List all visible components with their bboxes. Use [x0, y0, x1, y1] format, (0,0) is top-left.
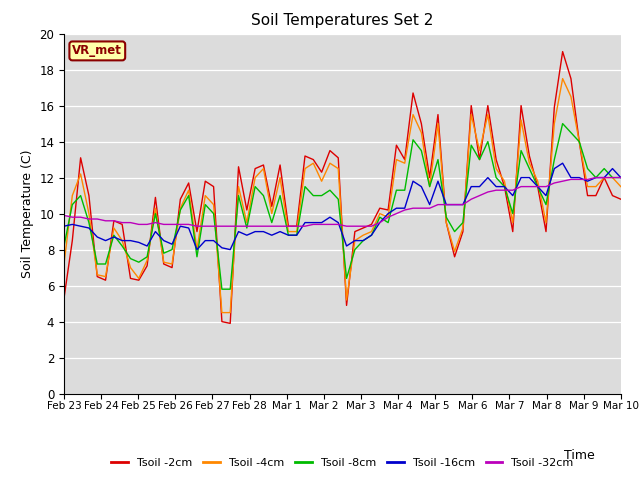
Tsoil -32cm: [575, 177, 583, 182]
Line: Tsoil -16cm: Tsoil -16cm: [64, 163, 621, 250]
Tsoil -8cm: [442, 214, 450, 220]
Legend: Tsoil -2cm, Tsoil -4cm, Tsoil -8cm, Tsoil -16cm, Tsoil -32cm: Tsoil -2cm, Tsoil -4cm, Tsoil -8cm, Tsoi…: [107, 453, 578, 472]
Tsoil -4cm: [467, 112, 475, 118]
Tsoil -4cm: [567, 94, 575, 99]
Tsoil -32cm: [559, 178, 566, 184]
Tsoil -16cm: [442, 202, 450, 207]
Tsoil -4cm: [617, 184, 625, 190]
Tsoil -32cm: [467, 196, 475, 202]
Tsoil -4cm: [442, 220, 450, 226]
Tsoil -8cm: [467, 142, 475, 148]
Tsoil -4cm: [584, 184, 591, 190]
Line: Tsoil -8cm: Tsoil -8cm: [64, 123, 621, 289]
Tsoil -8cm: [567, 130, 575, 135]
Tsoil -32cm: [567, 177, 575, 182]
Tsoil -16cm: [567, 175, 575, 180]
Tsoil -16cm: [559, 160, 566, 166]
Tsoil -32cm: [617, 175, 625, 180]
Text: Time: Time: [564, 449, 595, 462]
Tsoil -2cm: [584, 192, 591, 199]
Tsoil -8cm: [218, 286, 226, 292]
Tsoil -2cm: [509, 228, 516, 234]
Tsoil -4cm: [559, 76, 566, 82]
Tsoil -4cm: [60, 261, 68, 267]
Tsoil -8cm: [575, 139, 583, 144]
Tsoil -4cm: [575, 139, 583, 144]
Tsoil -8cm: [559, 120, 566, 126]
Tsoil -2cm: [442, 220, 450, 226]
Text: VR_met: VR_met: [72, 44, 122, 58]
Tsoil -8cm: [509, 211, 516, 216]
Tsoil -4cm: [509, 220, 516, 226]
Tsoil -32cm: [592, 175, 600, 180]
Tsoil -2cm: [575, 139, 583, 144]
Y-axis label: Soil Temperature (C): Soil Temperature (C): [20, 149, 34, 278]
Tsoil -32cm: [193, 223, 201, 229]
Tsoil -2cm: [559, 48, 566, 54]
Tsoil -16cm: [509, 192, 516, 199]
Tsoil -32cm: [60, 213, 68, 218]
Tsoil -16cm: [575, 175, 583, 180]
Tsoil -8cm: [617, 175, 625, 180]
Tsoil -8cm: [60, 243, 68, 249]
Tsoil -2cm: [617, 196, 625, 202]
Tsoil -2cm: [227, 321, 234, 326]
Line: Tsoil -2cm: Tsoil -2cm: [64, 51, 621, 324]
Tsoil -4cm: [218, 310, 226, 315]
Tsoil -16cm: [467, 184, 475, 190]
Line: Tsoil -32cm: Tsoil -32cm: [64, 178, 621, 226]
Tsoil -16cm: [584, 178, 591, 184]
Tsoil -2cm: [567, 76, 575, 82]
Tsoil -16cm: [617, 175, 625, 180]
Title: Soil Temperatures Set 2: Soil Temperatures Set 2: [252, 13, 433, 28]
Tsoil -2cm: [60, 295, 68, 301]
Tsoil -8cm: [584, 166, 591, 171]
Tsoil -16cm: [60, 223, 68, 229]
Line: Tsoil -4cm: Tsoil -4cm: [64, 79, 621, 312]
Tsoil -16cm: [193, 247, 201, 252]
Tsoil -2cm: [467, 103, 475, 108]
Tsoil -32cm: [442, 202, 450, 207]
Tsoil -32cm: [509, 187, 516, 193]
